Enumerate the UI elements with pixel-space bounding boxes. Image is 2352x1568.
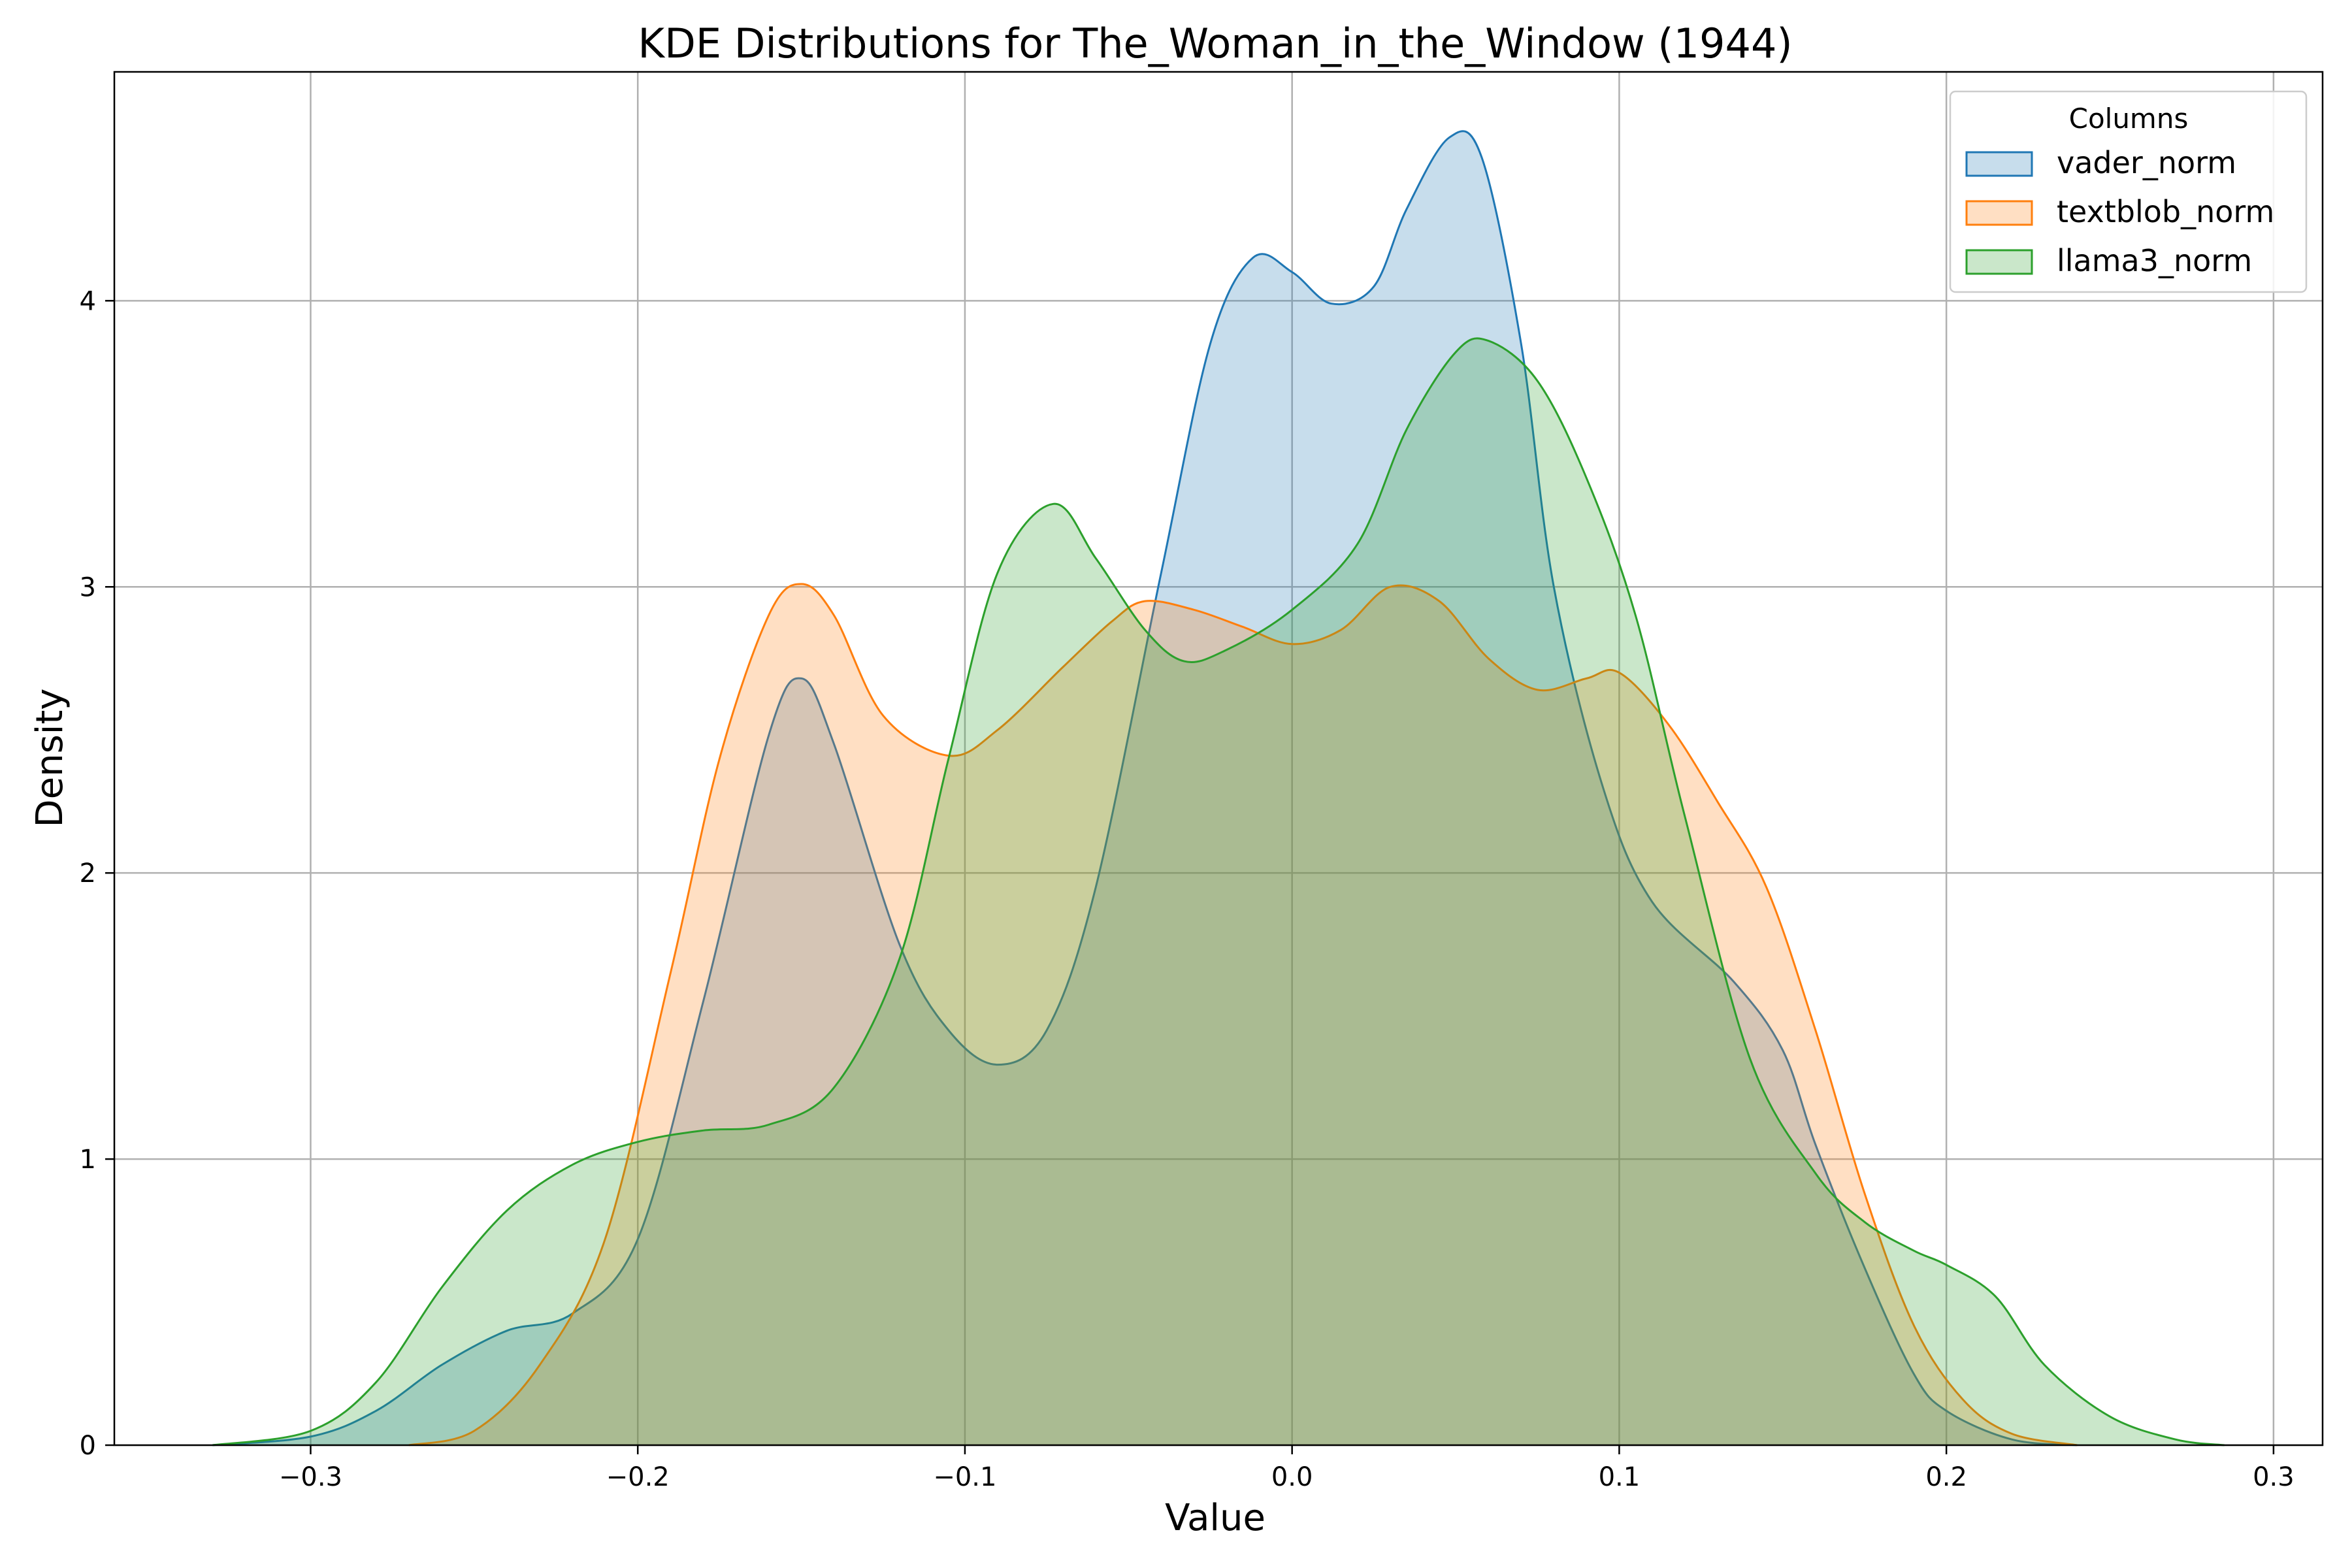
legend-label: llama3_norm bbox=[2057, 243, 2252, 278]
legend-label: textblob_norm bbox=[2057, 194, 2274, 229]
legend-label: vader_norm bbox=[2057, 145, 2236, 180]
x-tick-label: −0.1 bbox=[933, 1462, 996, 1492]
legend-title: Columns bbox=[2069, 103, 2189, 135]
line-vader_norm bbox=[212, 130, 2078, 1446]
legend-swatch bbox=[1965, 200, 2033, 226]
line-textblob_norm bbox=[408, 583, 2078, 1446]
x-tick-label: −0.3 bbox=[279, 1462, 342, 1492]
x-tick-label: 0.2 bbox=[1925, 1462, 1967, 1492]
y-tick-label: 3 bbox=[80, 572, 96, 602]
legend-frame bbox=[1949, 90, 2308, 293]
x-tick-label: 0.1 bbox=[1599, 1462, 1641, 1492]
chart-title: KDE Distributions for The_Woman_in_the_W… bbox=[638, 20, 1792, 67]
y-tick-label: 1 bbox=[80, 1145, 96, 1175]
x-tick-label: 0.3 bbox=[2253, 1462, 2295, 1492]
x-tick-label: −0.2 bbox=[606, 1462, 670, 1492]
y-tick-label: 0 bbox=[80, 1431, 96, 1461]
line-llama3_norm bbox=[212, 337, 2225, 1446]
legend-entry-textblob_norm: textblob_norm bbox=[1965, 194, 2274, 229]
series-textblob_norm bbox=[408, 583, 2078, 1446]
area-textblob_norm bbox=[408, 583, 2078, 1445]
plot-frame bbox=[113, 71, 2324, 1446]
y-tick-label: 4 bbox=[80, 286, 96, 316]
legend-swatch bbox=[1965, 151, 2033, 177]
series-layer bbox=[212, 130, 2225, 1446]
x-axis-title: Value bbox=[1165, 1497, 1266, 1539]
x-tick-label: 0.0 bbox=[1271, 1462, 1313, 1492]
axis-ticks: −0.3 −0.2 −0.1 0.0 0.1 0.2 0.3 0 1 2 3 4 bbox=[80, 286, 2295, 1492]
legend-swatch bbox=[1965, 249, 2033, 275]
legend-entry-vader_norm: vader_norm bbox=[1965, 145, 2236, 180]
legend-entries: vader_norm textblob_norm llama3_norm bbox=[1965, 145, 2274, 278]
area-llama3_norm bbox=[212, 338, 2225, 1445]
legend: Columns vader_norm textblob_norm llama3_no… bbox=[1949, 90, 2308, 293]
series-vader_norm bbox=[212, 130, 2078, 1446]
legend-entry-llama3_norm: llama3_norm bbox=[1965, 243, 2252, 278]
series-llama3_norm bbox=[212, 337, 2225, 1446]
y-axis-title: Density bbox=[29, 689, 71, 828]
y-tick-label: 2 bbox=[80, 858, 96, 889]
area-vader_norm bbox=[212, 131, 2078, 1445]
